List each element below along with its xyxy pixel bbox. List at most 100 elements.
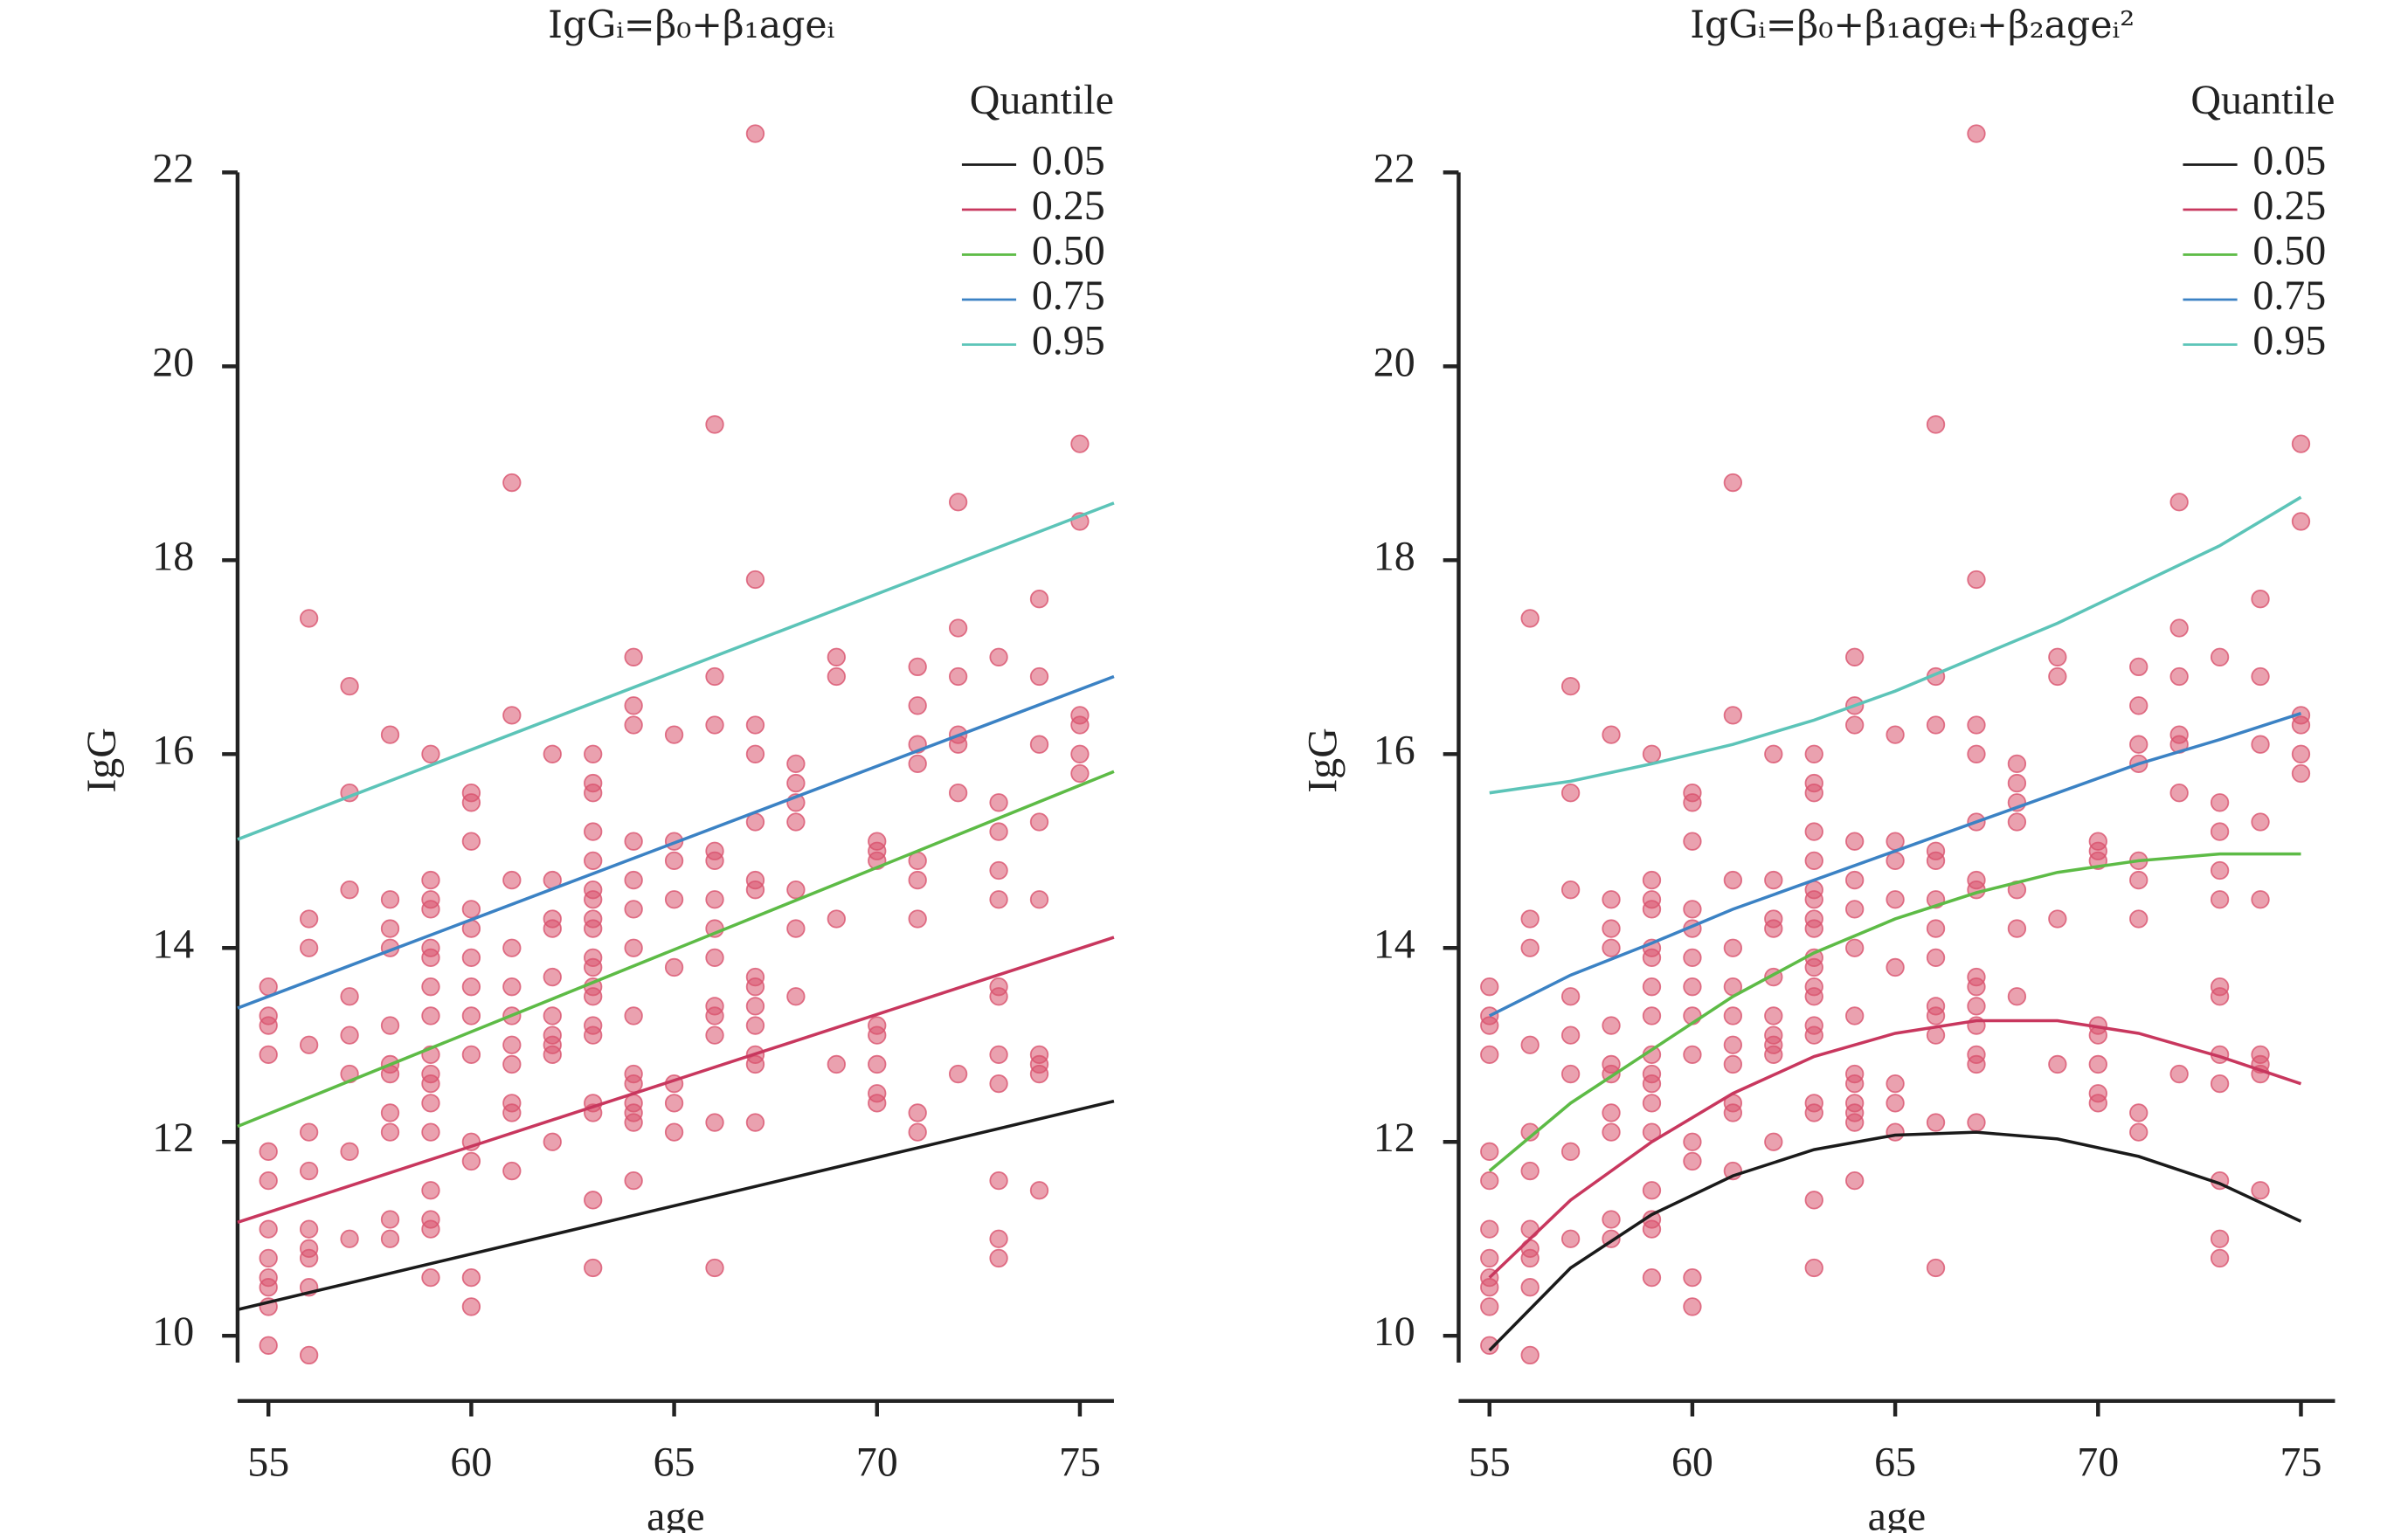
- point: [1602, 1122, 1621, 1142]
- point: [1683, 832, 1702, 851]
- point: [1723, 473, 1743, 493]
- point: [705, 1025, 724, 1045]
- point: [664, 957, 684, 977]
- y-tick-label: 14: [1374, 921, 1415, 967]
- point: [2129, 1103, 2149, 1122]
- point: [421, 900, 440, 919]
- point: [340, 1025, 359, 1045]
- point: [948, 666, 968, 687]
- point: [624, 832, 643, 851]
- point: [2169, 618, 2189, 638]
- legend-label: 0.25: [2252, 183, 2326, 229]
- point: [908, 1103, 927, 1122]
- point: [584, 919, 603, 938]
- y-tick-label: 20: [152, 339, 194, 385]
- point: [1723, 1103, 1743, 1122]
- point: [1845, 715, 1865, 735]
- point: [502, 706, 522, 725]
- point: [908, 754, 927, 774]
- point: [745, 1054, 765, 1074]
- point: [1926, 948, 1946, 968]
- y-tick-label: 18: [1374, 533, 1415, 579]
- point: [2088, 1094, 2107, 1113]
- y-tick-label: 12: [152, 1115, 194, 1161]
- x-tick-label: 55: [1469, 1439, 1511, 1485]
- point: [502, 870, 522, 890]
- point: [380, 890, 400, 909]
- point: [1602, 938, 1621, 957]
- point: [1967, 977, 1986, 997]
- point: [461, 977, 481, 997]
- panel: 10 12 14 16 18 20 22 55 60 65 70 75 age IgG IgGᵢ=β₀+β₁…: [1300, 3, 2335, 1533]
- point: [1642, 1267, 1662, 1288]
- point: [2210, 1074, 2230, 1094]
- point: [745, 715, 765, 735]
- point: [340, 676, 359, 696]
- point: [380, 1210, 400, 1229]
- point: [2129, 1122, 2149, 1142]
- point: [786, 812, 806, 832]
- point: [705, 890, 724, 909]
- point: [2210, 1229, 2230, 1248]
- point: [461, 1267, 481, 1288]
- point: [1480, 1248, 1499, 1268]
- point: [502, 1035, 522, 1054]
- legend-label: 0.75: [1032, 273, 1105, 319]
- point: [461, 1297, 481, 1316]
- point: [380, 1103, 400, 1122]
- point: [380, 1229, 400, 1248]
- y-tick-label: 14: [152, 921, 194, 967]
- point: [1602, 725, 1621, 744]
- point: [1845, 647, 1865, 666]
- point: [786, 880, 806, 900]
- point: [380, 1122, 400, 1142]
- point: [543, 1006, 562, 1025]
- point: [2251, 735, 2270, 754]
- point: [2129, 657, 2149, 677]
- point: [421, 948, 440, 968]
- point: [1683, 793, 1702, 812]
- point: [2007, 773, 2027, 793]
- quantile-line: [237, 674, 1115, 1010]
- point: [1480, 1045, 1499, 1065]
- point: [624, 938, 643, 957]
- point: [1723, 1054, 1743, 1074]
- y-tick-label: 22: [1374, 145, 1415, 191]
- point: [502, 1103, 522, 1122]
- chart-title: IgGᵢ=β₀+β₁ageᵢ+β₂ageᵢ²: [1690, 3, 2135, 47]
- point: [421, 1094, 440, 1113]
- point: [2129, 909, 2149, 929]
- point: [1070, 715, 1090, 735]
- y-axis-label: IgG: [1300, 728, 1346, 793]
- point: [1560, 676, 1581, 696]
- point: [1804, 784, 1823, 803]
- x-tick-label: 65: [654, 1439, 695, 1485]
- point: [1845, 870, 1865, 890]
- point: [827, 1054, 846, 1074]
- point: [461, 900, 481, 919]
- x-axis-label: age: [1868, 1494, 1927, 1533]
- point: [259, 1219, 278, 1239]
- point: [1480, 1142, 1499, 1161]
- point: [1764, 919, 1783, 938]
- point: [1520, 1345, 1540, 1365]
- point: [1845, 832, 1865, 851]
- point: [948, 493, 968, 512]
- point: [745, 997, 765, 1016]
- point: [1520, 1161, 1540, 1181]
- point: [1804, 987, 1823, 1006]
- point: [1804, 1258, 1823, 1278]
- point: [584, 987, 603, 1006]
- point: [948, 784, 968, 803]
- point: [664, 890, 684, 909]
- point: [705, 851, 724, 871]
- legend-label: 0.50: [1032, 227, 1105, 273]
- point: [2251, 1181, 2270, 1200]
- point: [745, 880, 765, 900]
- point: [1520, 1122, 1540, 1142]
- point: [1845, 938, 1865, 957]
- point: [299, 1345, 319, 1365]
- point: [543, 919, 562, 938]
- point: [989, 987, 1008, 1006]
- y-tick-label: 22: [152, 145, 194, 191]
